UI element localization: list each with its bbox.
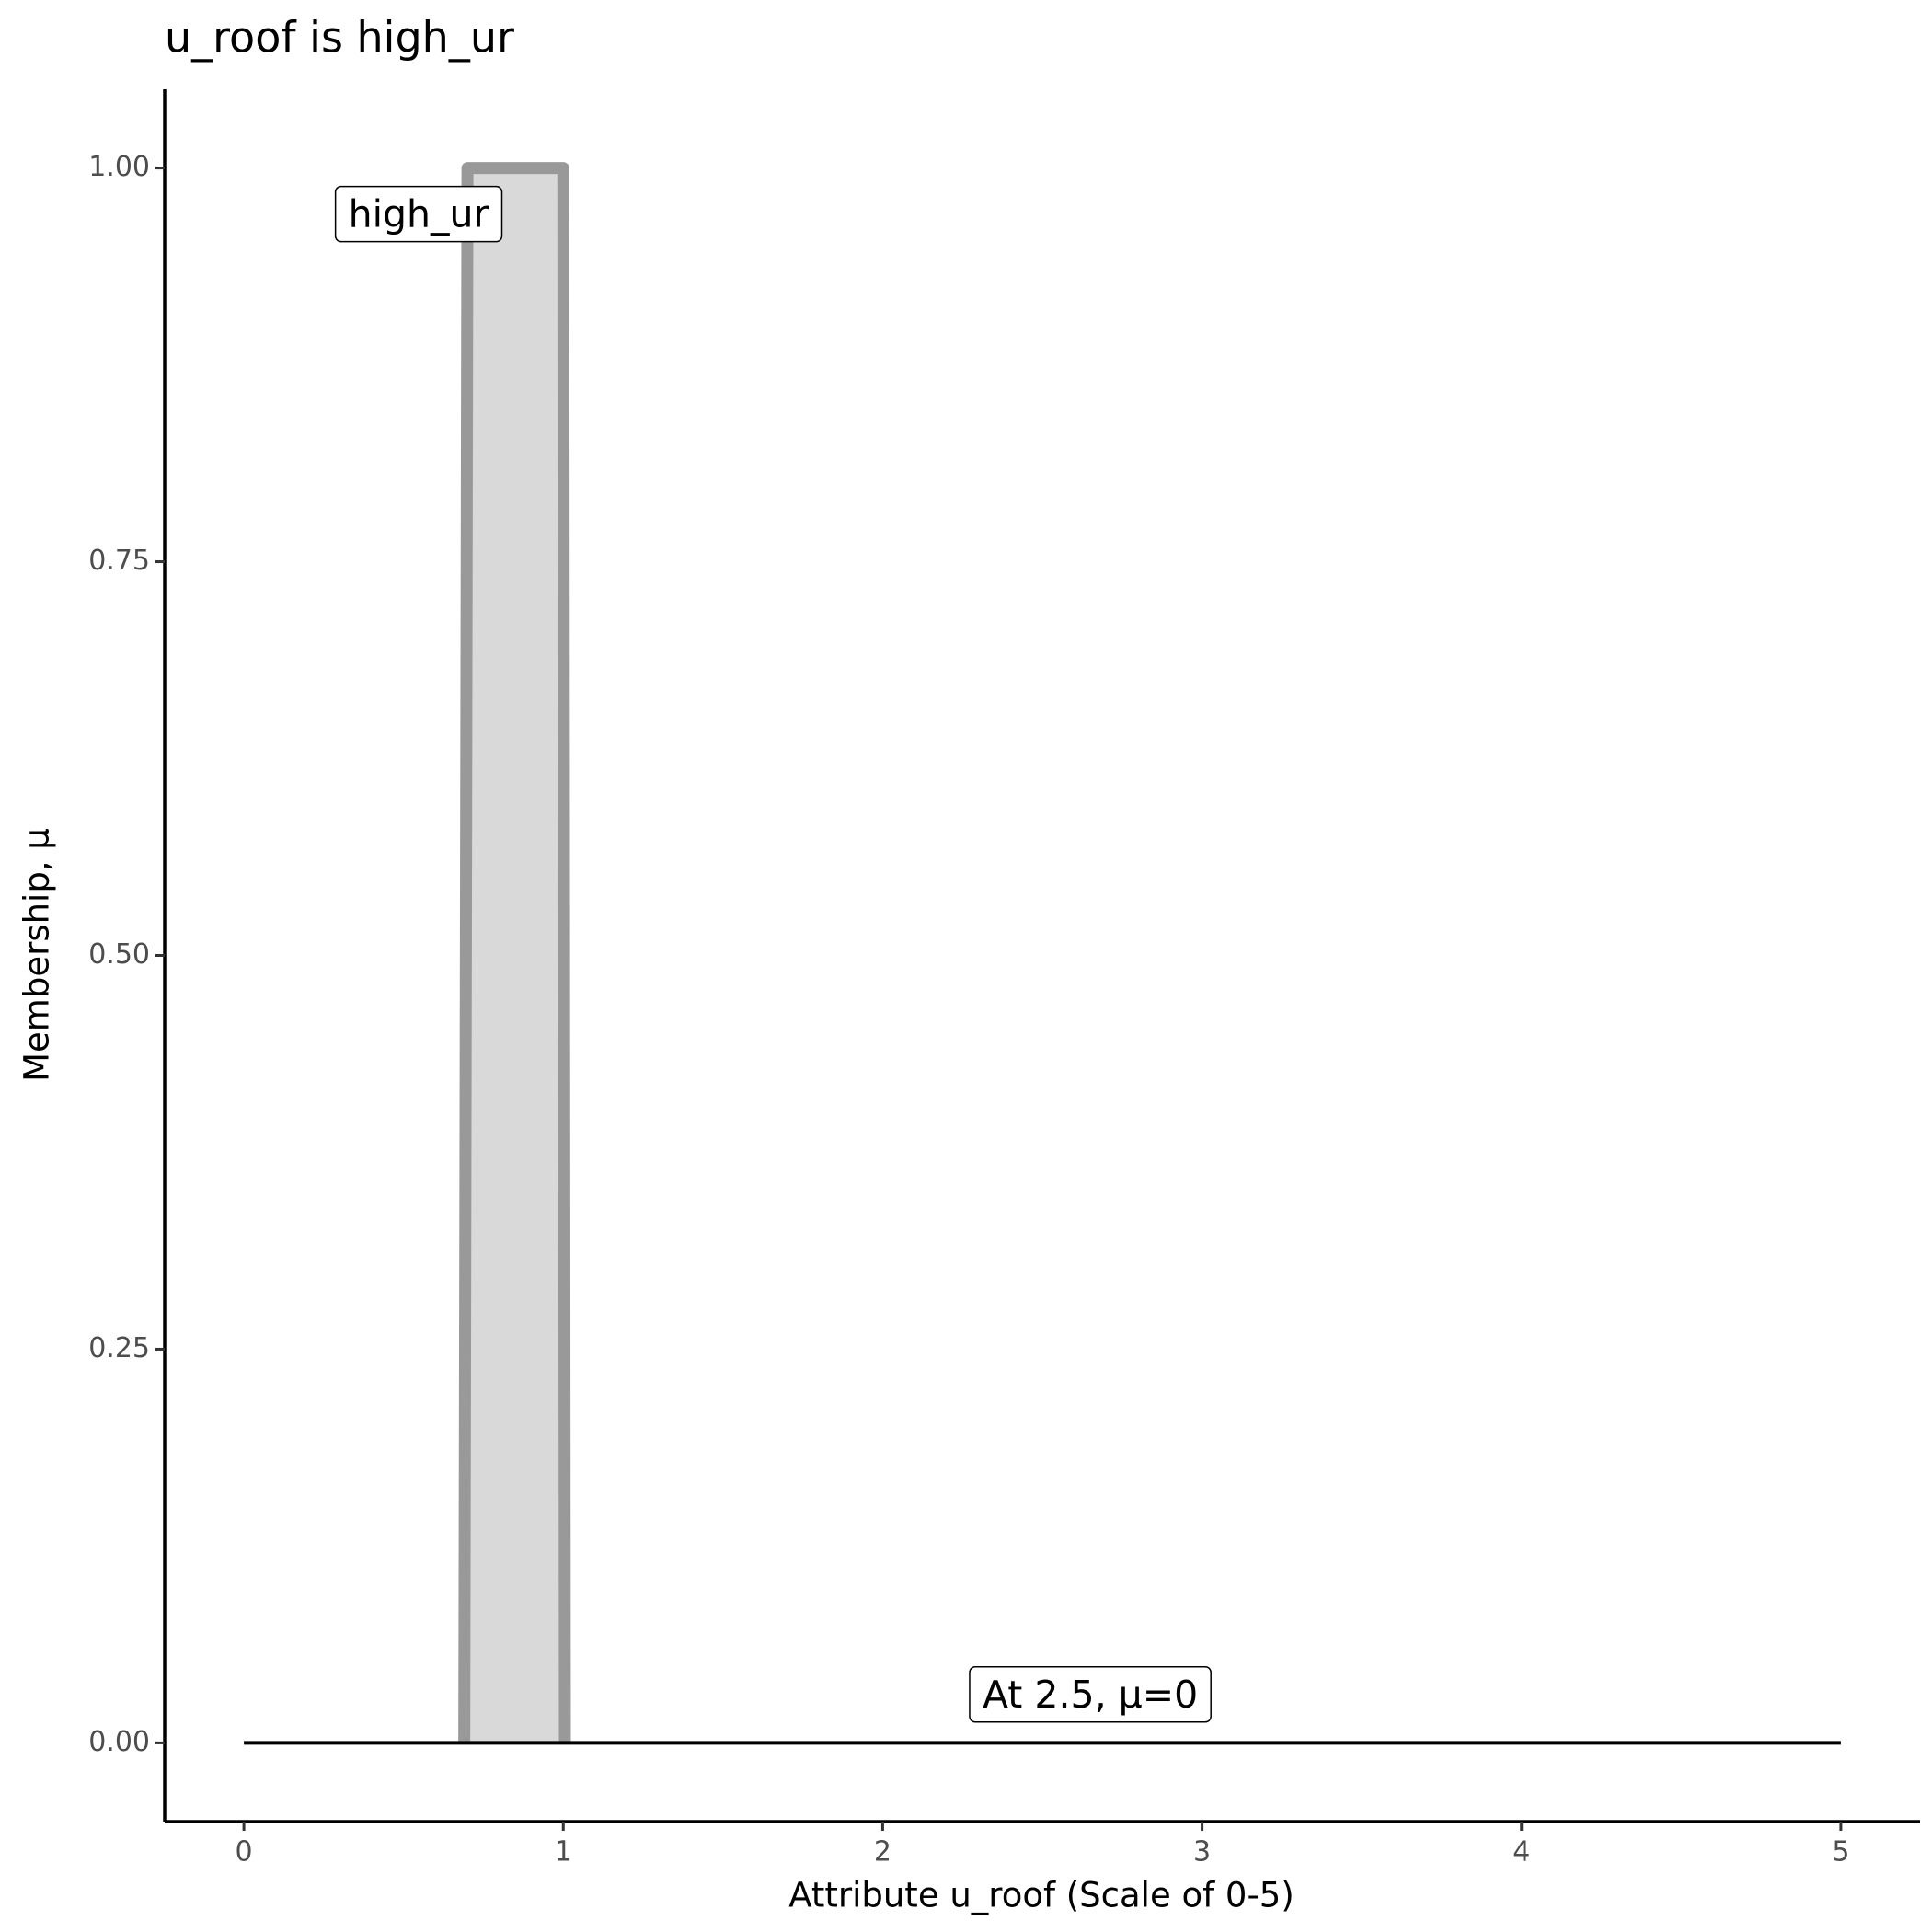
y-tick-label: 0.00 — [88, 1726, 150, 1758]
x-tick-label: 5 — [1832, 1836, 1849, 1869]
x-tick-label: 0 — [236, 1836, 253, 1869]
y-tick-label: 0.75 — [88, 545, 150, 577]
annotation-box — [969, 1666, 1212, 1723]
x-tick-label: 2 — [874, 1836, 891, 1869]
x-tick-label: 4 — [1512, 1836, 1530, 1869]
y-axis-title: Membership, μ — [17, 828, 57, 1082]
membership-area — [458, 162, 571, 1743]
x-tick-label: 3 — [1193, 1836, 1211, 1869]
x-tick-label: 1 — [555, 1836, 572, 1869]
x-axis-title: Attribute u_roof (Scale of 0-5) — [788, 1876, 1294, 1915]
annotation: At 2.5, μ=0 — [983, 1673, 1198, 1717]
y-tick-label: 0.50 — [88, 938, 150, 971]
y-tick-label: 0.25 — [88, 1332, 150, 1364]
annotation-box — [334, 185, 503, 243]
y-tick-label: 1.00 — [88, 151, 150, 183]
chart-title: u_roof is high_ur — [165, 13, 514, 63]
annotation: high_ur — [349, 192, 489, 236]
